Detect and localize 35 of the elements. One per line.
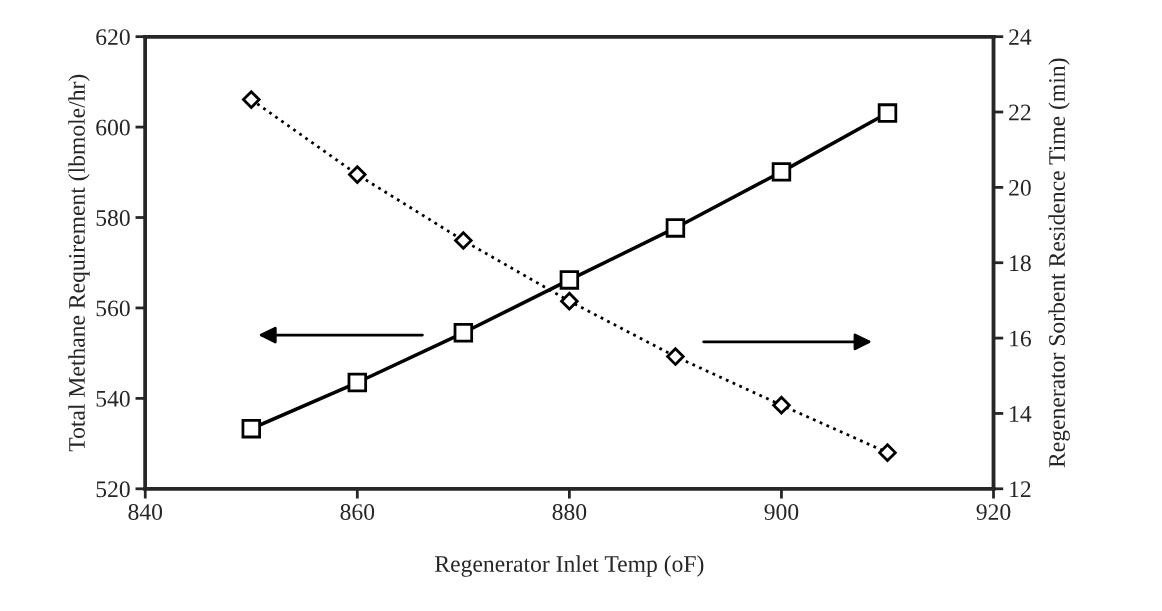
point xyxy=(348,165,367,184)
y-tick-label: 560 xyxy=(96,300,130,317)
y-tick-label: 520 xyxy=(96,481,130,498)
y-tick-label: 620 xyxy=(96,29,130,46)
y2-tick-label: 20 xyxy=(1009,179,1031,196)
y2-tick-label: 14 xyxy=(1010,406,1032,422)
x-tick-label: 900 xyxy=(764,504,799,520)
y2-tick-label: 22 xyxy=(1009,104,1031,121)
y2-axis-title: Regenerator Sorbent Residence Time (min) xyxy=(1048,58,1070,468)
point xyxy=(666,347,685,366)
point xyxy=(241,418,262,439)
point xyxy=(771,162,792,182)
point xyxy=(559,270,580,290)
point xyxy=(560,291,579,311)
y-tick-label: 540 xyxy=(96,390,130,407)
point xyxy=(665,218,686,238)
x-tick-label: 840 xyxy=(128,504,163,520)
point xyxy=(878,443,897,462)
y-tick-label: 600 xyxy=(96,119,130,136)
point xyxy=(877,103,898,123)
point xyxy=(772,395,791,415)
x-axis-title: Regenerator Inlet Temp (oF) xyxy=(435,555,704,577)
y2-tick-label: 16 xyxy=(1010,330,1031,347)
point xyxy=(453,323,474,343)
y-tick-label: 580 xyxy=(96,210,130,226)
y2-tick-label: 18 xyxy=(1010,255,1031,272)
y2-tick-label: 12 xyxy=(1010,481,1031,497)
point xyxy=(242,90,261,109)
y2-tick-label: 24 xyxy=(1009,29,1032,45)
x-tick-label: 880 xyxy=(552,504,587,520)
x-tick-label: 920 xyxy=(976,504,1011,520)
point xyxy=(347,372,368,393)
x-tick-label: 860 xyxy=(340,504,375,520)
y-axis-title: Total Methane Requirement (lbmole/hr) xyxy=(68,74,90,452)
point xyxy=(454,231,473,250)
